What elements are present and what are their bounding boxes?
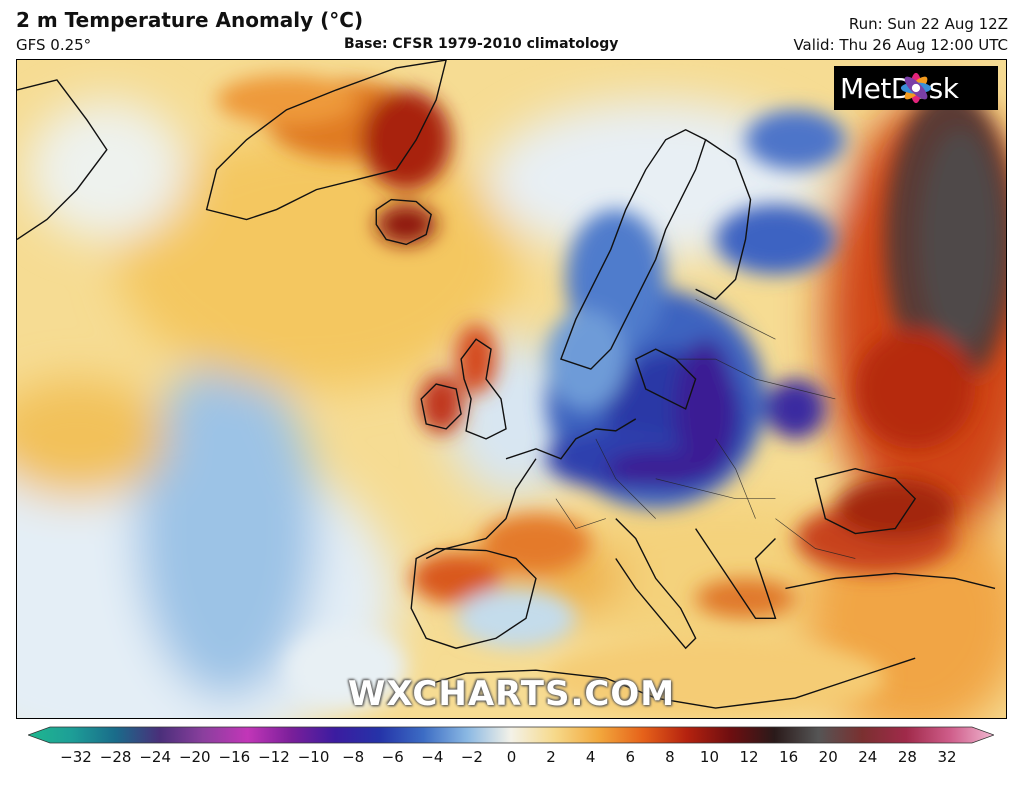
colorbar-tick-label: −28 <box>99 748 132 766</box>
chart-title: 2 m Temperature Anomaly (°C) <box>16 8 364 32</box>
colorbar-tick-label: −20 <box>178 748 211 766</box>
metdesk-logo-text: MetDesk <box>840 71 959 105</box>
anomaly-map: MetDesk WXCHARTS.COM <box>16 59 1007 719</box>
metdesk-logo: MetDesk <box>834 66 998 110</box>
colorbar-tick-label: −24 <box>139 748 171 766</box>
colorbar-ticks: −32 −28 −24 −20 −16 −12 −10 −8 −6 −4 −2 0 2 4 6 8 10 12 16… <box>0 748 1024 770</box>
colorbar-tick-label: 10 <box>699 748 719 766</box>
colorbar-tick-label: 8 <box>665 748 675 766</box>
colorbar-tick-label: 4 <box>585 748 596 766</box>
valid-time-label: Valid: Thu 26 Aug 12:00 UTC <box>793 36 1008 54</box>
colorbar-tick-label: 0 <box>506 748 517 766</box>
chart-header: 2 m Temperature Anomaly (°C) GFS 0.25° B… <box>0 0 1024 58</box>
colorbar-tick-label: 32 <box>937 748 957 766</box>
colorbar-tick-label: 20 <box>818 748 838 766</box>
colorbar-tick-label: −6 <box>381 748 404 766</box>
colorbar-graphic <box>28 726 994 744</box>
colorbar-scale <box>28 726 994 744</box>
colorbar-tick-label: −16 <box>218 748 251 766</box>
model-label: GFS 0.25° <box>16 36 92 54</box>
colorbar-tick-label: −12 <box>258 748 290 766</box>
colorbar-tick-label: −8 <box>342 748 365 766</box>
colorbar-tick-label: 12 <box>739 748 759 766</box>
colorbar-tick-label: −2 <box>460 748 483 766</box>
run-time-label: Run: Sun 22 Aug 12Z <box>848 15 1008 33</box>
colorbar-tick-label: 6 <box>625 748 636 766</box>
colorbar <box>28 725 994 745</box>
metdesk-flower-logo-icon <box>900 72 932 104</box>
borders <box>555 298 856 559</box>
colorbar-tick-label: −10 <box>297 748 330 766</box>
wxcharts-watermark: WXCHARTS.COM <box>347 674 676 714</box>
colorbar-tick-label: −32 <box>60 748 92 766</box>
colorbar-tick-label: 24 <box>858 748 878 766</box>
climatology-base-label: Base: CFSR 1979-2010 climatology <box>344 36 619 52</box>
colorbar-tick-label: 2 <box>546 748 556 766</box>
colorbar-tick-label: −4 <box>421 748 444 766</box>
coastlines <box>17 60 996 709</box>
anomaly-field <box>17 60 1006 718</box>
colorbar-tick-label: 28 <box>897 748 917 766</box>
colorbar-tick-label: 16 <box>779 748 799 766</box>
